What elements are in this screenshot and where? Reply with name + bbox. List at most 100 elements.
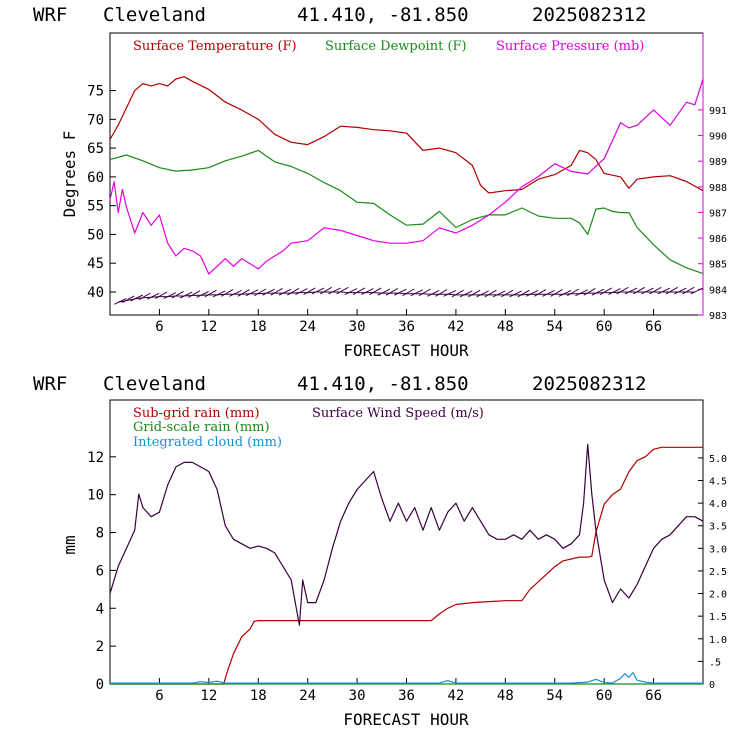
wind-barb xyxy=(591,288,605,296)
panel2-x-ticks: 6 12 18 24 30 36 42 48 54 60 66 xyxy=(155,678,662,704)
wind-barb xyxy=(262,288,275,296)
x-tick-label: 6 xyxy=(155,319,163,335)
wind-barb xyxy=(352,287,366,295)
x-tick-label: 18 xyxy=(250,319,267,335)
wind-barb xyxy=(682,286,695,295)
y2-tick-label: 3.5 xyxy=(709,522,727,533)
series-line-sub-grid-rain-mm xyxy=(110,446,703,685)
precipitation-panel: WRF Cleveland 41.410, -81.850 2025082312… xyxy=(33,373,727,729)
wind-barb xyxy=(517,289,530,298)
panel2-location: Cleveland xyxy=(103,373,206,395)
y2-tick-label: 5.0 xyxy=(709,454,727,465)
wind-barb xyxy=(550,289,563,297)
panel2-x-axis-label: FORECAST HOUR xyxy=(343,710,469,729)
wind-barb xyxy=(402,288,415,297)
wind-barb xyxy=(344,288,358,296)
wind-barb xyxy=(566,288,580,297)
series-line-integrated-cloud-mm xyxy=(110,671,703,684)
wind-barb xyxy=(163,292,177,300)
x-tick-label: 66 xyxy=(645,688,662,704)
x-tick-label: 30 xyxy=(349,319,366,335)
y2-tick-label: 986 xyxy=(709,234,727,245)
panel1-init: 2025082312 xyxy=(532,4,646,26)
wind-barb xyxy=(443,289,457,297)
y-tick-label: 2 xyxy=(96,639,104,655)
y-tick-label: 65 xyxy=(87,141,104,157)
x-tick-label: 42 xyxy=(447,319,464,335)
wind-barb xyxy=(459,290,473,298)
wind-barb xyxy=(212,290,226,298)
x-tick-label: 6 xyxy=(155,688,163,704)
wind-barb xyxy=(665,286,678,295)
wind-barb xyxy=(632,286,646,295)
y2-tick-label: 2.0 xyxy=(709,590,727,601)
x-tick-label: 54 xyxy=(546,319,563,335)
legend-surface-pressure: Surface Pressure (mb) xyxy=(496,39,644,54)
panel1-x-axis-label: FORECAST HOUR xyxy=(343,341,469,360)
wind-barb xyxy=(583,287,596,296)
wind-barb xyxy=(377,288,391,296)
y-tick-label: 75 xyxy=(87,84,104,100)
wind-barb xyxy=(649,286,662,295)
y2-tick-label: 991 xyxy=(709,106,727,117)
panel1-y-axis-label: Degrees F xyxy=(60,131,79,218)
y-tick-label: 4 xyxy=(96,601,104,617)
y-tick-label: 40 xyxy=(87,285,104,301)
wind-barb xyxy=(245,289,259,297)
temperature-panel: WRF Cleveland 41.410, -81.850 2025082312… xyxy=(33,4,727,360)
wind-barb xyxy=(385,287,398,296)
y2-tick-label: 989 xyxy=(709,157,727,168)
panel1-y-ticks: 40 45 50 55 60 65 70 75 xyxy=(87,84,116,301)
x-tick-label: 24 xyxy=(299,688,316,704)
x-tick-label: 12 xyxy=(200,688,217,704)
panel1-plot-frame xyxy=(109,32,704,316)
y-tick-label: 12 xyxy=(87,450,104,466)
y-tick-label: 10 xyxy=(87,488,104,504)
panel2-coords: 41.410, -81.850 xyxy=(297,373,469,395)
wind-barb xyxy=(295,288,308,296)
wind-barb xyxy=(534,289,547,297)
wind-barb xyxy=(674,287,687,295)
series-line-surface-dewpoint-f xyxy=(109,149,704,275)
wind-barb xyxy=(558,289,572,297)
wind-barb xyxy=(542,289,555,297)
y2-tick-label: 1.0 xyxy=(709,635,727,646)
wind-barb xyxy=(229,289,242,297)
x-tick-label: 36 xyxy=(398,688,415,704)
y2-tick-label: 3.0 xyxy=(709,544,727,555)
wind-barb xyxy=(369,287,382,295)
y-tick-label: 6 xyxy=(96,563,104,579)
y2-tick-label: 985 xyxy=(709,260,727,271)
y-tick-label: 45 xyxy=(87,256,104,272)
wind-barb xyxy=(303,287,316,295)
wind-barb xyxy=(657,287,671,295)
x-tick-label: 36 xyxy=(398,319,415,335)
x-tick-label: 30 xyxy=(349,688,366,704)
wind-barb xyxy=(501,289,514,298)
panel1-model: WRF xyxy=(33,4,67,26)
legend-surface-wind-speed: Surface Wind Speed (m/s) xyxy=(312,406,484,421)
y-tick-label: 70 xyxy=(87,112,104,128)
wind-barb xyxy=(146,292,160,300)
wind-barb xyxy=(237,289,250,297)
panel1-pressure-ticks: 983 984 985 986 987 988 989 990 991 xyxy=(698,106,727,322)
wind-barb xyxy=(575,289,588,297)
wind-barb xyxy=(254,288,267,297)
wind-barb xyxy=(155,291,168,300)
wind-barb xyxy=(171,290,184,299)
wind-barb xyxy=(492,290,506,298)
wind-barb-baseline xyxy=(118,291,695,303)
wind-barb xyxy=(179,291,193,299)
wind-barb xyxy=(608,288,621,296)
series-line-surface-wind-speed-m-s xyxy=(109,443,704,626)
x-tick-label: 42 xyxy=(447,688,464,704)
wind-barb xyxy=(641,287,654,295)
panel2-init: 2025082312 xyxy=(532,373,646,395)
wind-barb xyxy=(599,287,613,295)
wind-barb xyxy=(451,289,464,298)
wind-barb xyxy=(336,286,349,295)
y-tick-label: 60 xyxy=(87,170,104,186)
y2-tick-label: 984 xyxy=(709,285,727,296)
wind-barb xyxy=(418,288,431,297)
